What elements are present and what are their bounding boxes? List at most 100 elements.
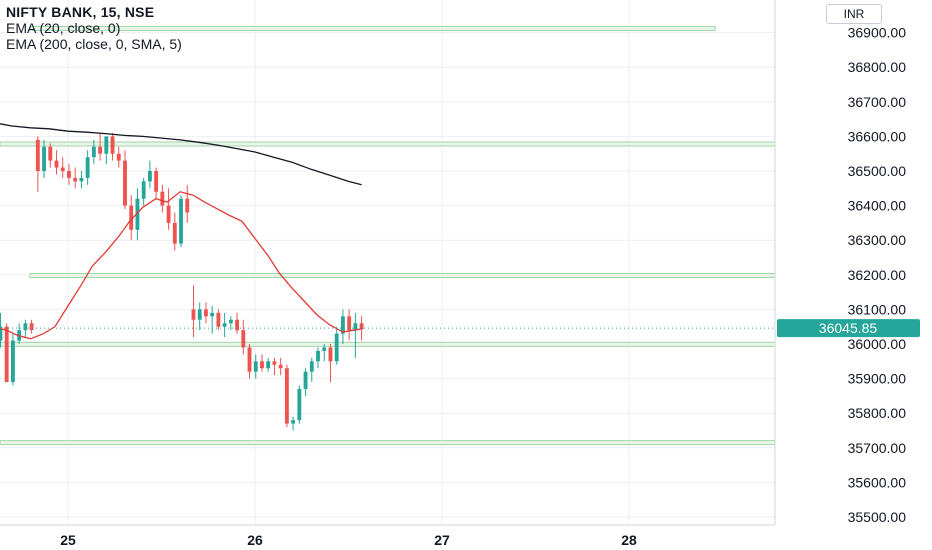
ema20-legend[interactable]: EMA (20, close, 0)	[6, 20, 121, 36]
candle-body	[303, 371, 308, 389]
candle	[23, 319, 28, 338]
candle	[278, 357, 283, 376]
level-2[interactable]	[29, 272, 776, 278]
y-tick-label: 36000.00	[848, 336, 907, 352]
candle	[29, 319, 34, 334]
candle-body	[191, 309, 196, 320]
candle	[340, 309, 345, 344]
time-axis[interactable]: 25 26 27 28	[60, 532, 637, 548]
candle	[204, 302, 208, 324]
candle	[210, 305, 215, 334]
horizontal-levels	[0, 25, 776, 446]
candle-body	[23, 323, 28, 331]
candle-body	[4, 326, 9, 383]
candle	[147, 160, 152, 189]
x-tick-label: 26	[247, 532, 263, 548]
candle-body	[123, 160, 127, 206]
price-axis[interactable]: 35500.00 35600.00 35700.00 35800.00 35900.00…	[848, 25, 907, 525]
candle-body	[67, 171, 71, 178]
candle	[154, 167, 159, 199]
level-1[interactable]	[0, 141, 776, 147]
candle	[35, 136, 40, 192]
candle-body	[272, 361, 277, 365]
y-tick-label: 36800.00	[848, 59, 907, 75]
ema-lines	[0, 123, 364, 340]
candle	[241, 319, 246, 355]
candle-body	[247, 347, 252, 372]
candle-body	[284, 368, 289, 424]
candle-body	[73, 177, 78, 182]
candle	[347, 309, 352, 341]
candle-body	[129, 205, 134, 230]
candle-body	[241, 330, 246, 348]
level-0[interactable]	[29, 25, 716, 31]
candle-body	[79, 177, 84, 182]
y-tick-label: 35700.00	[848, 440, 907, 456]
candle-body	[91, 146, 96, 158]
candle-body	[291, 420, 296, 424]
level-3[interactable]	[0, 341, 776, 347]
chart-legend: NIFTY BANK, 15, NSE EMA (20, close, 0) E…	[6, 4, 182, 52]
candle-body	[322, 347, 327, 351]
candle	[291, 416, 296, 431]
candle	[135, 188, 140, 241]
candle-body	[353, 323, 358, 331]
candle-body	[98, 146, 103, 154]
ema20-line	[0, 191, 364, 340]
level-4[interactable]	[0, 440, 776, 446]
candle	[79, 171, 84, 189]
ema200-legend[interactable]: EMA (200, close, 0, SMA, 5)	[6, 36, 182, 52]
candle	[328, 344, 333, 383]
x-tick-label: 27	[434, 532, 450, 548]
candle-body	[104, 136, 109, 154]
candle	[110, 132, 115, 161]
candle-body	[253, 361, 258, 372]
y-tick-label: 36400.00	[848, 198, 907, 214]
candle	[334, 326, 339, 365]
candle-body	[179, 198, 183, 244]
candle-body	[266, 361, 271, 369]
candle-body	[29, 323, 34, 331]
last-price-tag: 36045.85	[777, 319, 920, 338]
candle	[191, 285, 196, 338]
candle-body	[222, 323, 227, 327]
candle	[141, 177, 146, 206]
candle-body	[340, 316, 345, 334]
candle-body	[235, 319, 239, 331]
candle	[197, 302, 202, 331]
candle	[266, 357, 271, 372]
candle-body	[328, 347, 333, 362]
candle	[4, 323, 9, 383]
candle	[216, 309, 221, 331]
y-tick-label: 35500.00	[848, 509, 907, 525]
candle	[172, 212, 177, 251]
candle	[123, 150, 127, 210]
currency-button[interactable]: INR	[826, 4, 882, 24]
candle	[10, 333, 15, 386]
candle	[104, 136, 109, 165]
candle	[91, 139, 96, 165]
candle-body	[185, 198, 190, 213]
candle	[284, 364, 289, 428]
candle-body	[228, 319, 233, 324]
candle-body	[297, 388, 302, 421]
candle-body	[160, 191, 165, 206]
y-tick-label: 35600.00	[848, 474, 907, 490]
candles	[0, 132, 364, 431]
candle	[160, 184, 165, 213]
last-price-label: 36045.85	[819, 320, 878, 336]
candle-body	[197, 309, 202, 320]
candle-body	[42, 146, 46, 171]
candle	[42, 139, 46, 178]
symbol-title[interactable]: NIFTY BANK, 15, NSE	[6, 4, 155, 20]
y-tick-label: 36500.00	[848, 163, 907, 179]
candle	[309, 357, 314, 383]
y-tick-label: 36100.00	[848, 301, 907, 317]
candle-body	[85, 157, 90, 178]
candle	[222, 312, 227, 338]
candle	[67, 164, 71, 185]
candle-body	[54, 160, 59, 168]
candle	[98, 132, 103, 161]
candle-body	[278, 364, 283, 369]
